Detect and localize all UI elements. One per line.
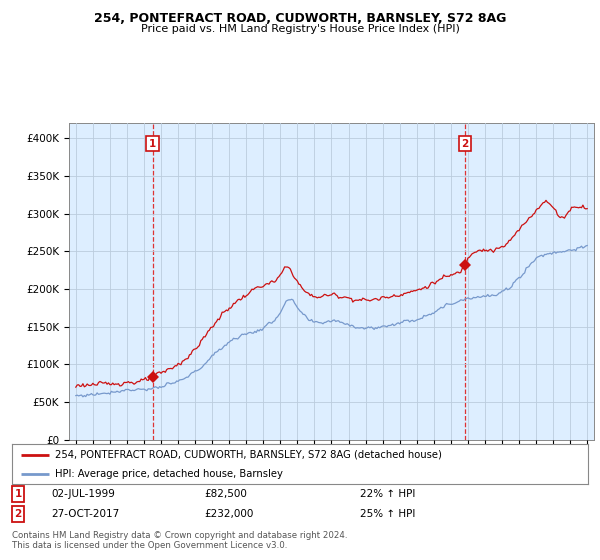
Text: 22% ↑ HPI: 22% ↑ HPI <box>360 489 415 499</box>
Text: Price paid vs. HM Land Registry's House Price Index (HPI): Price paid vs. HM Land Registry's House … <box>140 24 460 34</box>
Text: 254, PONTEFRACT ROAD, CUDWORTH, BARNSLEY, S72 8AG: 254, PONTEFRACT ROAD, CUDWORTH, BARNSLEY… <box>94 12 506 25</box>
Text: 2: 2 <box>461 139 469 149</box>
Text: 1: 1 <box>149 139 156 149</box>
Text: £82,500: £82,500 <box>204 489 247 499</box>
Text: 2: 2 <box>14 509 22 519</box>
Text: 254, PONTEFRACT ROAD, CUDWORTH, BARNSLEY, S72 8AG (detached house): 254, PONTEFRACT ROAD, CUDWORTH, BARNSLEY… <box>55 450 442 460</box>
Text: 1: 1 <box>14 489 22 499</box>
Text: HPI: Average price, detached house, Barnsley: HPI: Average price, detached house, Barn… <box>55 469 283 478</box>
Text: 27-OCT-2017: 27-OCT-2017 <box>51 509 119 519</box>
Text: 25% ↑ HPI: 25% ↑ HPI <box>360 509 415 519</box>
Text: Contains HM Land Registry data © Crown copyright and database right 2024.
This d: Contains HM Land Registry data © Crown c… <box>12 531 347 550</box>
Text: 02-JUL-1999: 02-JUL-1999 <box>51 489 115 499</box>
Text: £232,000: £232,000 <box>204 509 253 519</box>
